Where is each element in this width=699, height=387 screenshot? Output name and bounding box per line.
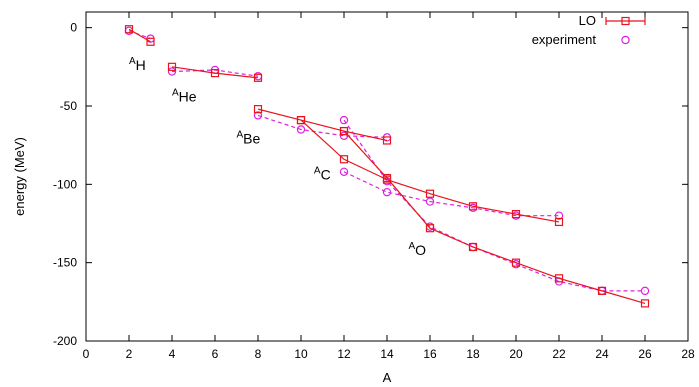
- lo-point: [468, 202, 478, 211]
- lo-point: [382, 136, 392, 145]
- experiment-line: [343, 171, 559, 217]
- x-tick-label: 26: [638, 347, 652, 361]
- lo-point: [554, 274, 564, 283]
- x-tick-label: 20: [509, 347, 523, 361]
- series-lo: [124, 25, 650, 308]
- experiment-point: [640, 286, 650, 296]
- lo-point: [511, 258, 521, 267]
- x-tick-label: 18: [466, 347, 480, 361]
- axis-tick-labels: 0 2 4 6 8 10 12 14 16 18 20 22 24 26 280-50-100-150-20…: [53, 21, 695, 361]
- lo-point: [640, 299, 650, 308]
- series-experiment: [124, 26, 650, 296]
- experiment-point: [554, 211, 564, 220]
- experiment-line: [257, 114, 388, 138]
- lo-line: [300, 119, 560, 223]
- experiment-point: [253, 111, 263, 120]
- lo-point: [425, 189, 435, 198]
- lo-line: [257, 108, 388, 142]
- legend-label-lo: LO: [579, 13, 596, 28]
- lo-point: [124, 25, 134, 34]
- x-axis-label: A: [383, 370, 392, 385]
- lo-point: [210, 68, 220, 78]
- y-tick-label: -100: [53, 177, 77, 191]
- experiment-point: [425, 197, 435, 206]
- lo-point: [382, 173, 392, 183]
- x-tick-label: 12: [337, 347, 351, 361]
- lo-point: [511, 210, 521, 219]
- x-tick-label: 22: [552, 347, 566, 361]
- lo-point: [597, 286, 607, 295]
- y-tick-label: 0: [70, 21, 77, 35]
- isotope-label: AC: [314, 166, 331, 183]
- lo-point: [339, 155, 349, 164]
- isotope-label: ABe: [237, 130, 261, 147]
- experiment-point: [382, 187, 392, 197]
- y-tick-label: -50: [60, 99, 78, 113]
- isotope-annotations: AH AHe ABe AC AO: [129, 56, 426, 258]
- isotope-label: AHe: [172, 87, 197, 104]
- lo-line: [171, 66, 259, 79]
- x-tick-label: 14: [380, 347, 394, 361]
- lo-point: [339, 126, 349, 136]
- lo-line: [343, 130, 646, 304]
- x-tick-label: 4: [169, 347, 176, 361]
- legend: LO experiment: [532, 13, 646, 47]
- y-tick-label: -150: [53, 256, 77, 270]
- x-tick-label: 8: [255, 347, 262, 361]
- x-tick-label: 16: [423, 347, 437, 361]
- isotope-label: AH: [129, 56, 146, 73]
- y-axis-label: energy (MeV): [12, 137, 27, 216]
- lo-point: [296, 115, 306, 125]
- legend-label-experiment: experiment: [532, 32, 597, 47]
- y-tick-label: -200: [53, 334, 77, 348]
- x-tick-label: 28: [681, 347, 695, 361]
- x-tick-label: 6: [212, 347, 219, 361]
- lo-point: [146, 37, 155, 46]
- lo-point: [253, 105, 263, 114]
- experiment-point: [296, 125, 306, 134]
- lo-point: [468, 242, 478, 252]
- x-tick-label: 2: [126, 347, 133, 361]
- x-tick-label: 0: [83, 347, 90, 361]
- legend-marker-experiment: [621, 35, 630, 45]
- experiment-point: [339, 115, 349, 125]
- lo-point: [253, 73, 263, 82]
- legend-marker-lo: [621, 16, 630, 26]
- series-layer: [124, 25, 650, 308]
- lo-point: [167, 62, 177, 71]
- isotope-label: AO: [409, 241, 427, 258]
- experiment-line: [343, 119, 645, 292]
- x-tick-label: 24: [595, 347, 609, 361]
- experiment-point: [167, 67, 177, 76]
- experiment-point: [339, 167, 349, 176]
- lo-point: [554, 217, 564, 227]
- x-tick-label: 10: [294, 347, 308, 361]
- axis-ticks: [85, 12, 689, 342]
- lo-point: [425, 224, 435, 233]
